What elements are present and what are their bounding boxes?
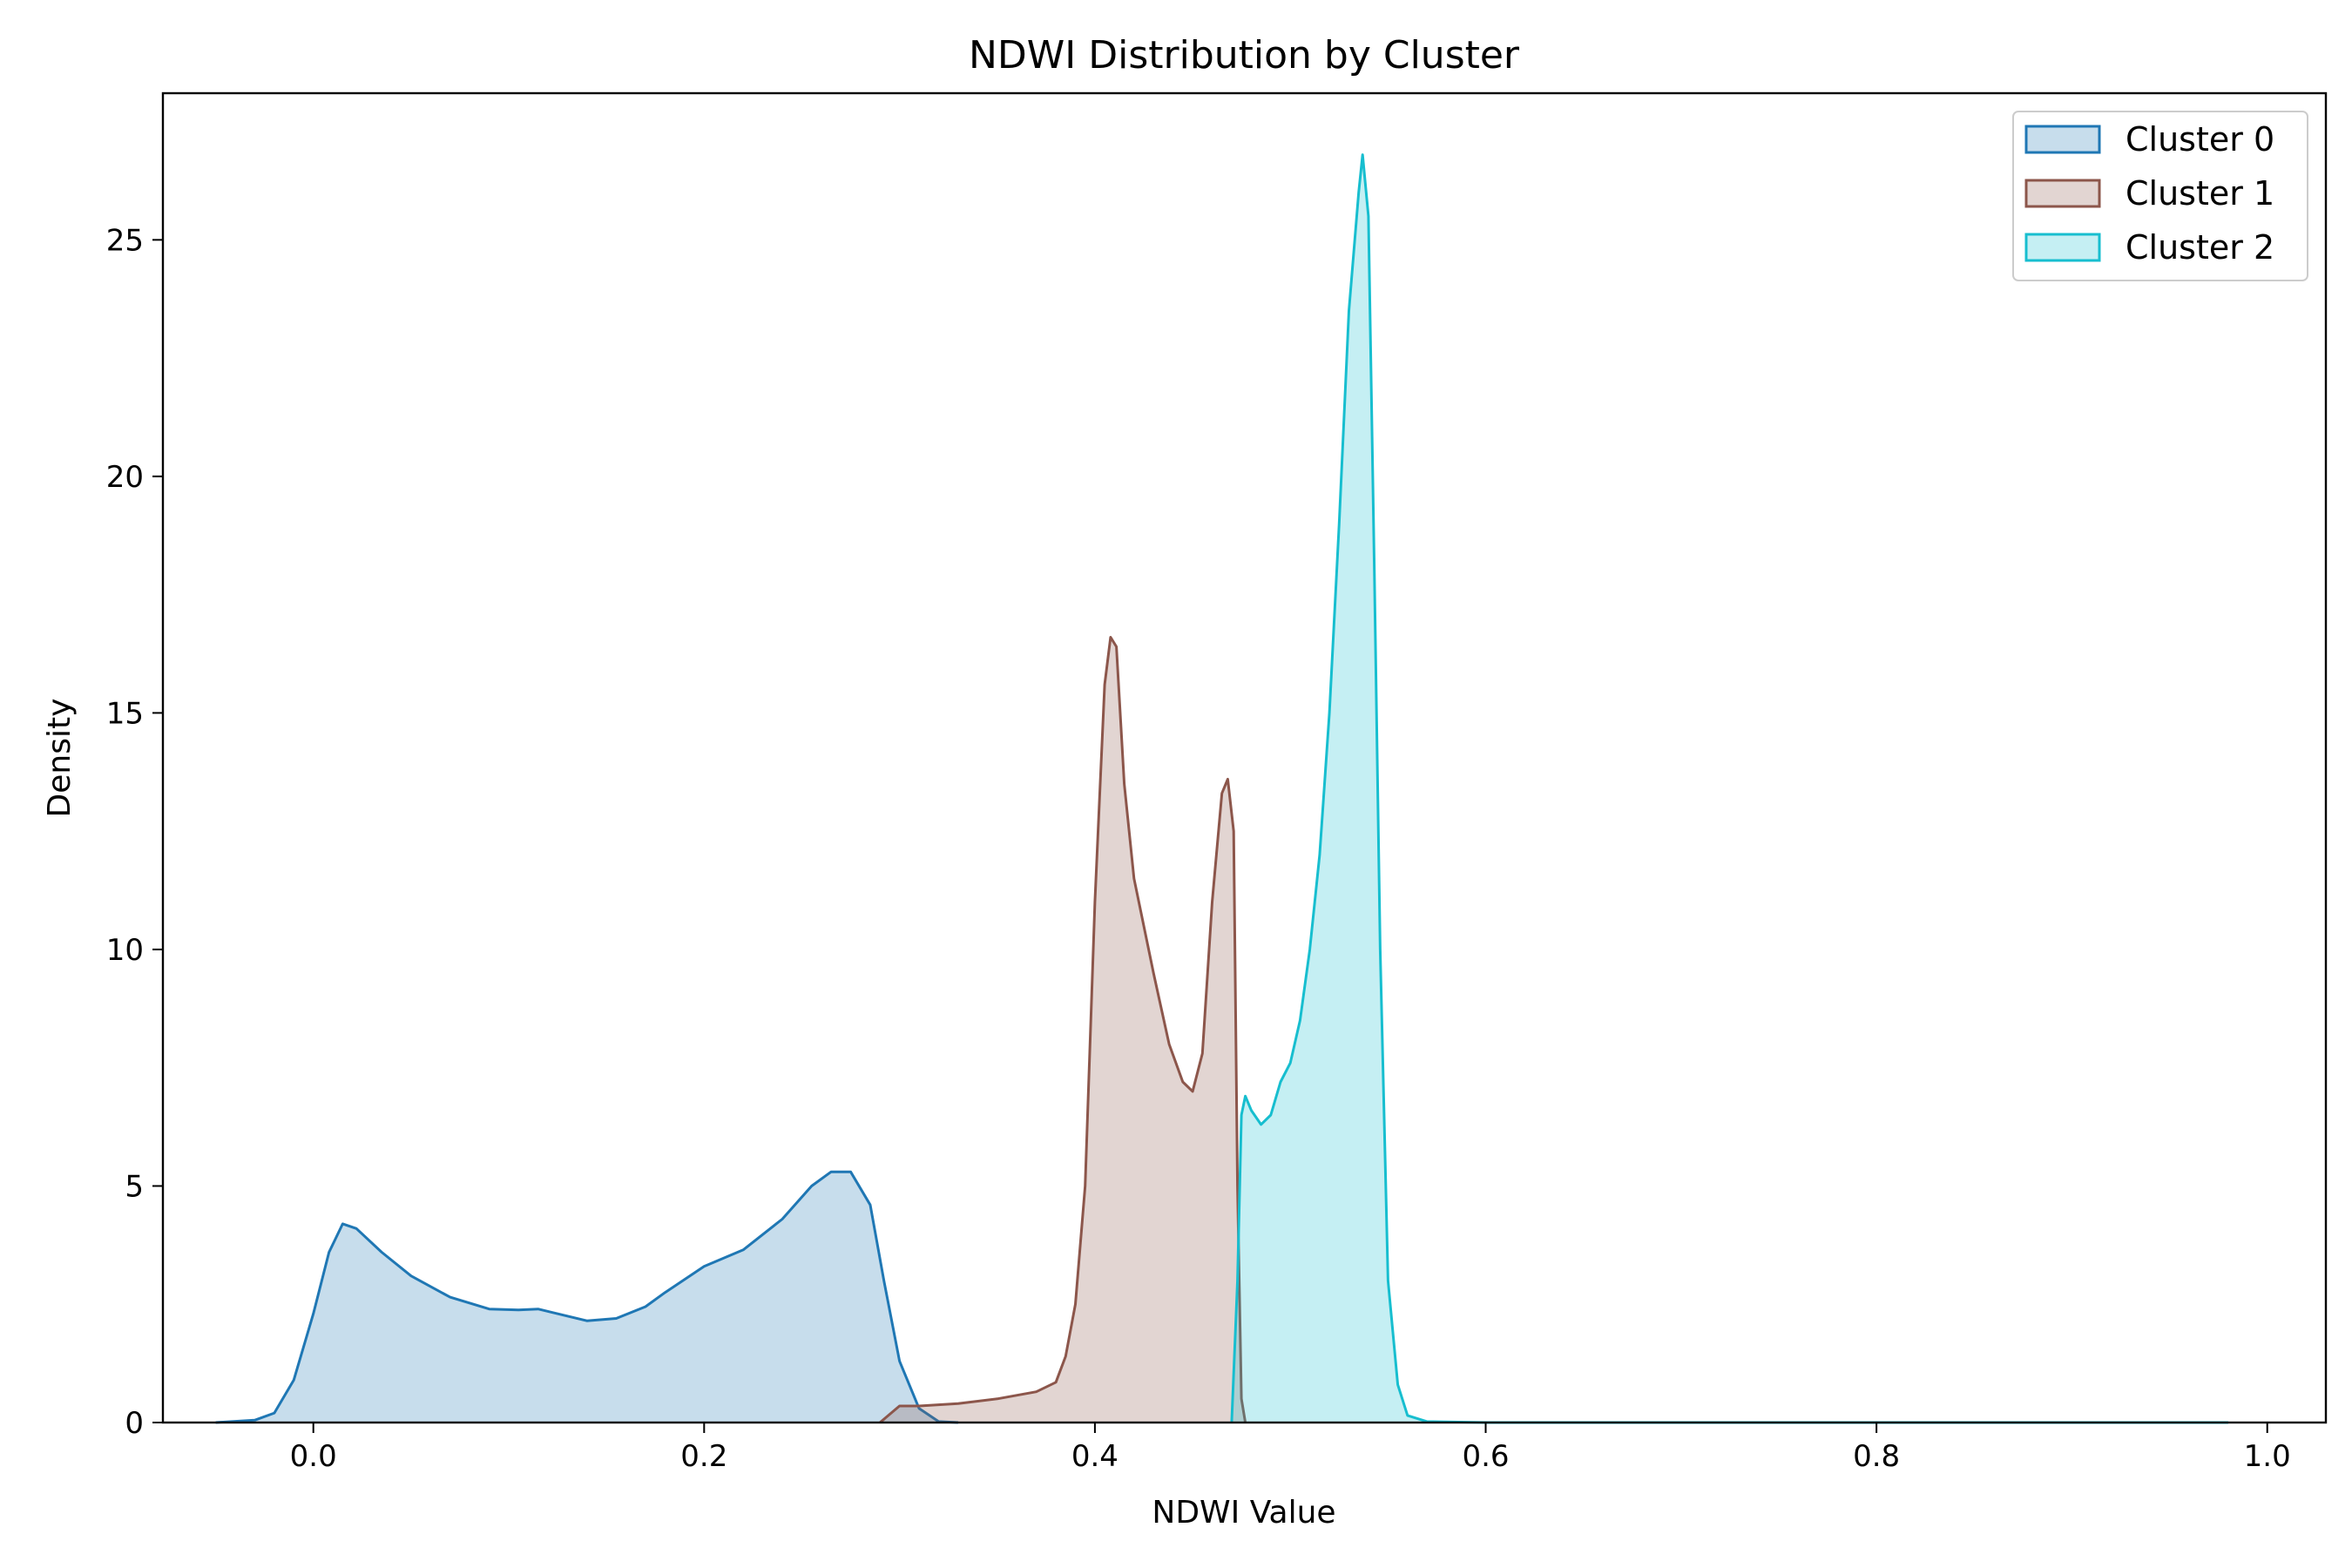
series-area-cluster-0 xyxy=(215,1172,958,1423)
y-axis-label: Density xyxy=(42,699,78,818)
x-tick-label: 0.2 xyxy=(680,1439,727,1474)
x-tick-label: 0.6 xyxy=(1462,1439,1509,1474)
plot-frame xyxy=(161,91,2328,1424)
x-tick-label: 0.8 xyxy=(1853,1439,1900,1474)
y-tick-label: 15 xyxy=(106,696,144,731)
y-tick-label: 20 xyxy=(106,460,144,495)
x-tick-label: 1.0 xyxy=(2244,1439,2291,1474)
y-tick-label: 25 xyxy=(106,223,144,258)
legend-label-cluster-2: Cluster 2 xyxy=(2126,228,2274,267)
series-area-cluster-2 xyxy=(1231,154,2228,1423)
legend-items: Cluster 0 Cluster 1 Cluster 2 xyxy=(2024,120,2274,267)
series-layer xyxy=(215,153,2228,1424)
y-tick-label: 0 xyxy=(125,1406,144,1441)
x-tick-label: 0.0 xyxy=(290,1439,337,1474)
legend-swatch-cluster-2 xyxy=(2024,233,2101,262)
legend-label-cluster-1: Cluster 1 xyxy=(2126,174,2274,213)
chart-title: NDWI Distribution by Cluster xyxy=(969,33,1520,78)
series-line-cluster-0 xyxy=(215,1170,958,1424)
series-line-cluster-1 xyxy=(879,636,1247,1424)
y-axis-ticks: 0 5 10 15 20 25 xyxy=(106,223,163,1441)
y-tick-label: 5 xyxy=(125,1169,144,1204)
x-axis-ticks: 0.0 0.2 0.4 0.6 0.8 1.0 xyxy=(290,1423,2291,1474)
series-line-cluster-2 xyxy=(1230,153,2228,1424)
x-tick-label: 0.4 xyxy=(1071,1439,1119,1474)
legend-swatch-cluster-0 xyxy=(2024,125,2101,154)
series-area-cluster-1 xyxy=(880,637,1246,1423)
legend-swatch-cluster-1 xyxy=(2024,179,2101,208)
legend-label-cluster-0: Cluster 0 xyxy=(2126,120,2274,159)
legend: Cluster 0 Cluster 1 Cluster 2 xyxy=(2012,111,2308,281)
x-axis-label: NDWI Value xyxy=(1152,1495,1335,1531)
y-tick-label: 10 xyxy=(106,933,144,968)
